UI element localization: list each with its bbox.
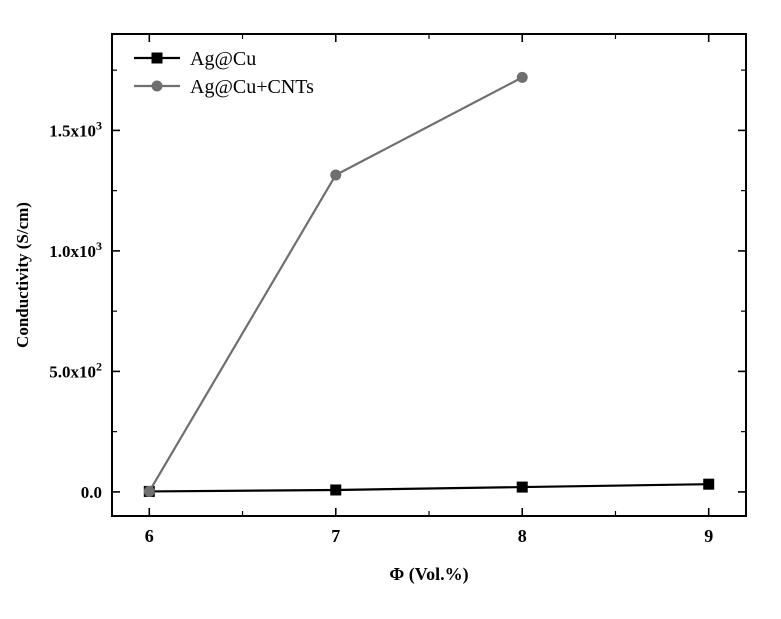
legend-label: Ag@Cu: [190, 48, 256, 70]
x-tick-label: 8: [518, 526, 527, 546]
marker-circle: [330, 169, 341, 180]
x-axis-label: Φ (Vol.%): [389, 564, 468, 585]
marker-circle: [517, 72, 528, 83]
marker-circle: [144, 486, 155, 497]
y-tick-label: 1.0x103: [49, 239, 102, 261]
x-tick-label: 6: [145, 526, 154, 546]
x-tick-label: 9: [704, 526, 713, 546]
y-tick-label: 5.0x102: [49, 359, 102, 381]
marker-square: [330, 484, 341, 495]
marker-square: [152, 53, 163, 64]
y-tick-label: 0.0: [81, 483, 102, 502]
x-tick-label: 7: [331, 526, 340, 546]
y-tick-label: 1.5x103: [49, 118, 102, 140]
chart-svg: 6 7 8 9 0.0 5.0x102 1.0x103 1.5x103 Φ (Vol.%) Con…: [0, 0, 781, 619]
legend-label: Ag@Cu+CNTs: [190, 76, 314, 98]
marker-circle: [152, 81, 163, 92]
marker-square: [517, 482, 528, 493]
conductivity-chart: 6 7 8 9 0.0 5.0x102 1.0x103 1.5x103 Φ (Vol.%) Con…: [0, 0, 781, 619]
marker-square: [703, 479, 714, 490]
y-axis-label: Conductivity (S/cm): [13, 202, 32, 348]
